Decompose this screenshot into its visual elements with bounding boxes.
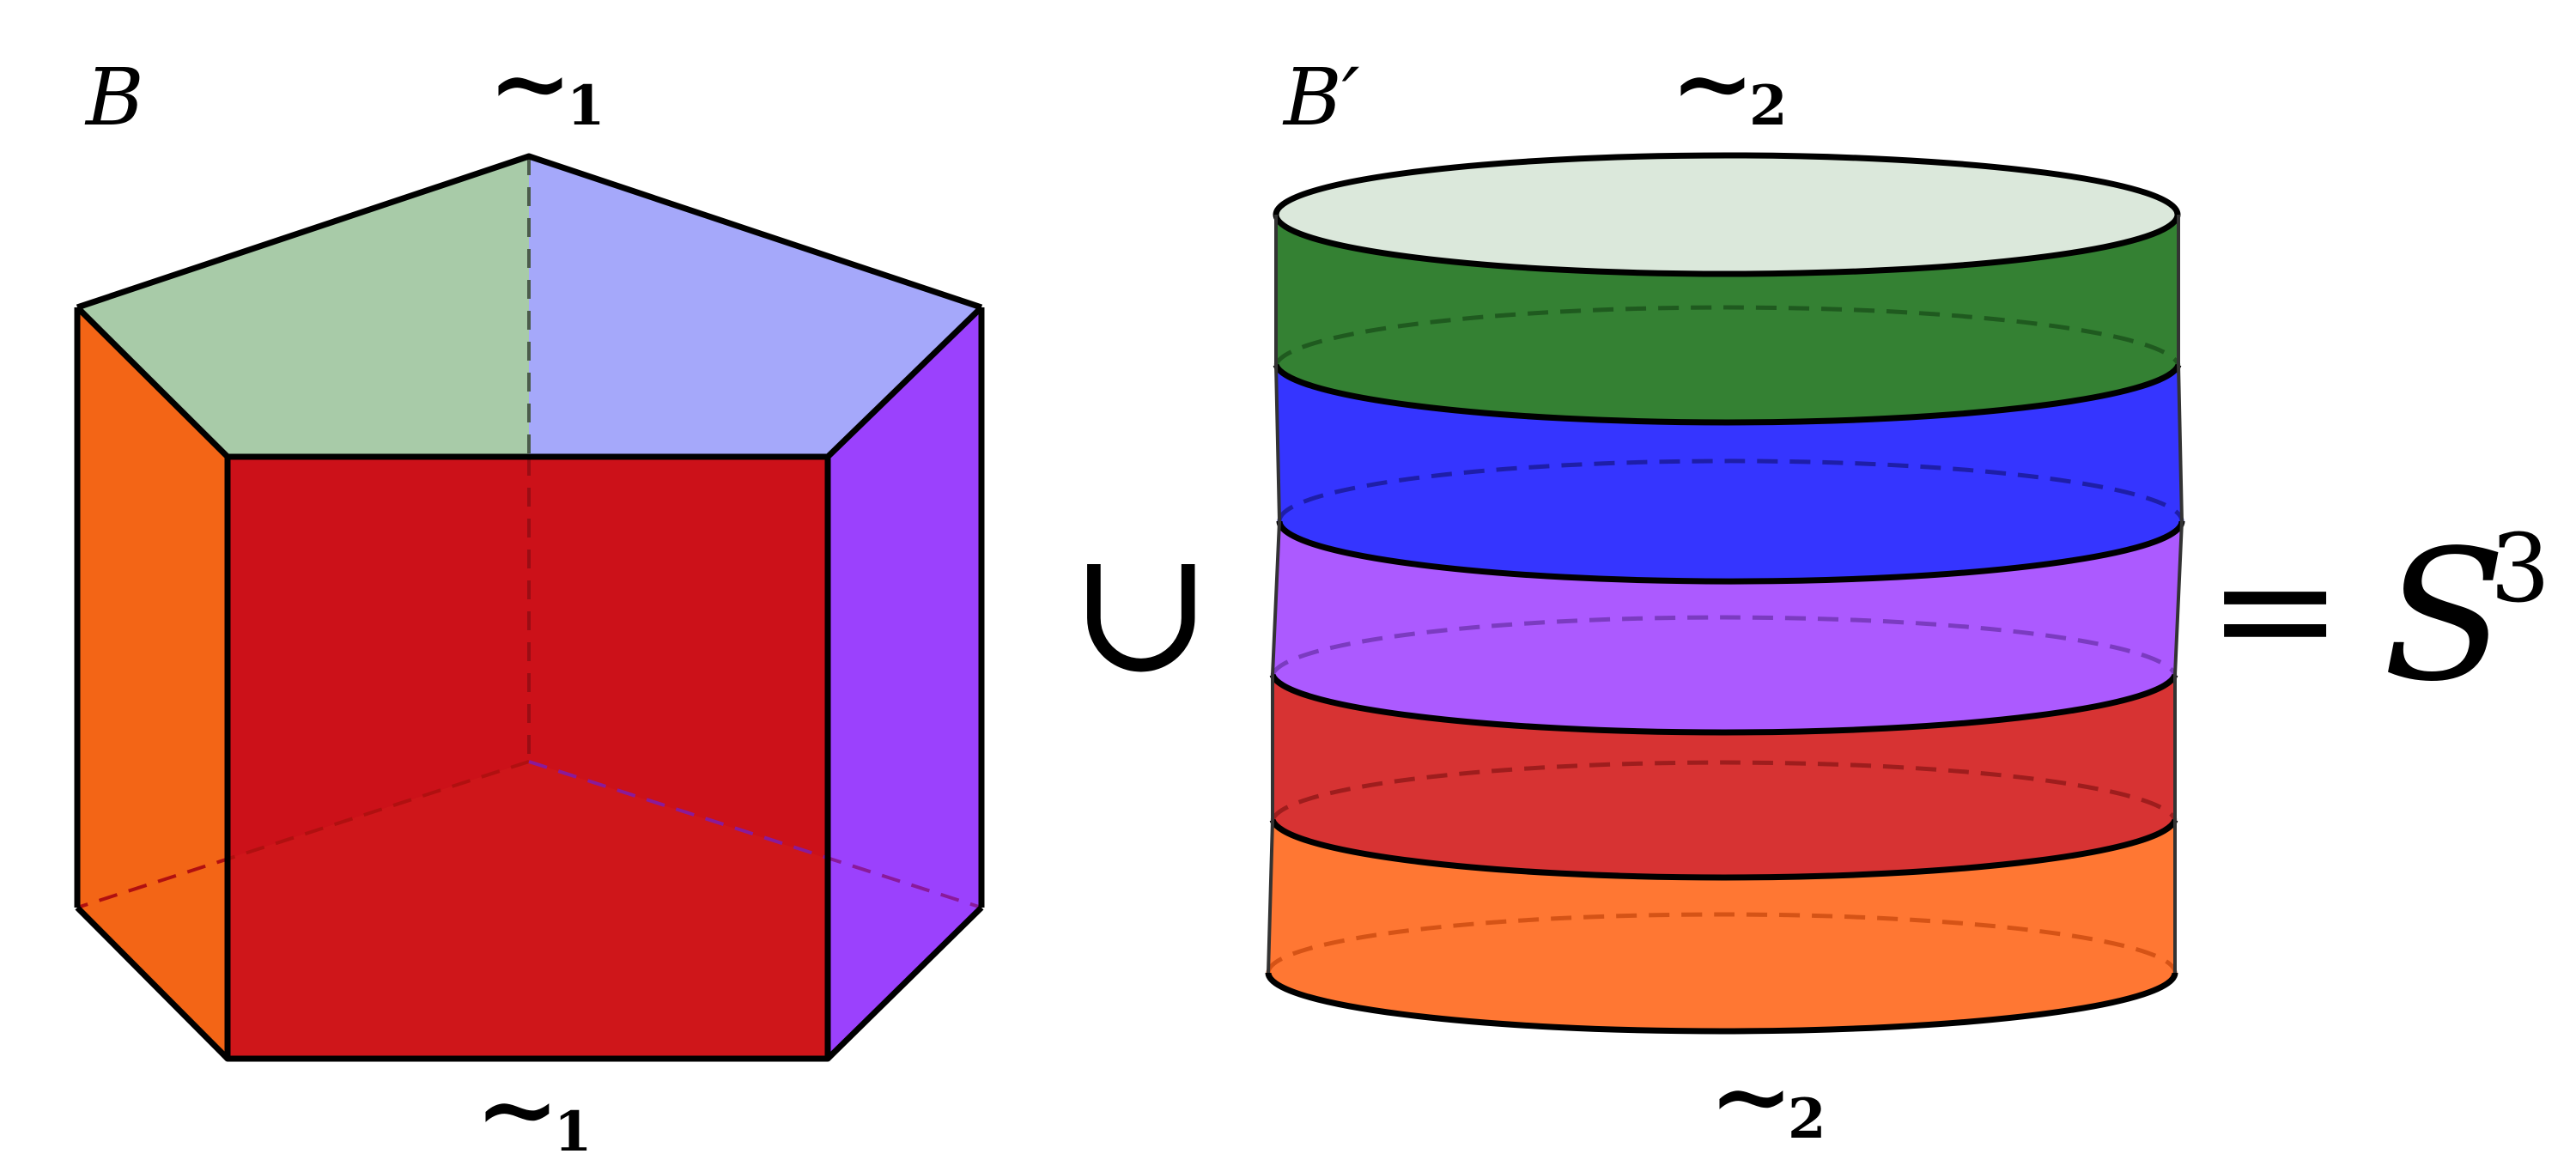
label-bottom-tilde-2: ∼ 2 <box>1709 1036 1826 1156</box>
equals-sign: = <box>2207 514 2343 704</box>
tilde-subscript: 1 <box>567 74 605 138</box>
tilde-symbol: ∼ <box>1670 23 1755 143</box>
tilde-symbol: ∼ <box>475 1049 560 1166</box>
prism-top-right-face <box>529 156 981 457</box>
cylinder-side-outlines <box>1267 215 2184 974</box>
tilde-subscript: 2 <box>1749 74 1788 138</box>
label-b: B <box>84 52 144 143</box>
cylinder-band-blue <box>1276 365 2182 582</box>
cylinder-front-arcs <box>1265 363 2185 1035</box>
cylinder-top-cap <box>1273 152 2181 277</box>
prism-edges <box>74 153 985 1062</box>
label-top-tilde-1: ∼ 1 <box>488 23 605 143</box>
tilde-symbol: ∼ <box>1709 1036 1794 1156</box>
tilde-subscript: 2 <box>1788 1087 1826 1151</box>
union-symbol: ∪ <box>1069 511 1213 711</box>
pentagonal-prism <box>74 153 985 1062</box>
cylinder-hidden-arcs <box>1266 305 2184 974</box>
label-bottom-tilde-1: ∼ 1 <box>475 1049 592 1166</box>
sphere-symbol: S <box>2383 511 2506 721</box>
sphere-s3-label: S 3 <box>2383 511 2550 721</box>
layered-cylinder <box>1265 152 2185 1035</box>
sphere-exponent: 3 <box>2490 513 2550 623</box>
label-b-prime: B′ <box>1282 52 1360 143</box>
tilde-subscript: 1 <box>554 1100 592 1164</box>
prism-back-floor-tint <box>228 762 828 1059</box>
prism-top-left-face <box>77 156 529 457</box>
prism-hidden-edges <box>76 156 982 909</box>
cylinder-band-orange <box>1268 820 2175 1031</box>
label-top-tilde-2: ∼ 2 <box>1670 23 1788 143</box>
tilde-symbol: ∼ <box>488 23 573 143</box>
